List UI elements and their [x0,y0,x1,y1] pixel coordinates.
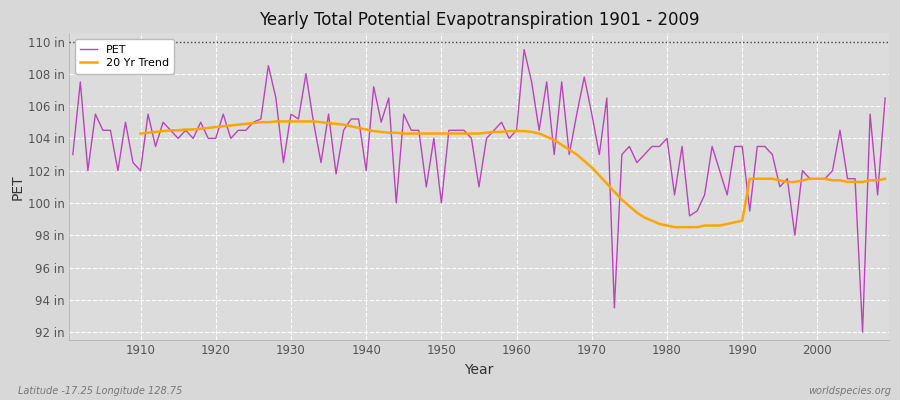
Line: 20 Yr Trend: 20 Yr Trend [140,122,885,227]
X-axis label: Year: Year [464,363,494,377]
20 Yr Trend [879,176,890,181]
PET [857,330,868,334]
20 Yr Trend [338,122,349,127]
20 Yr Trend [504,129,515,134]
PET [504,136,515,141]
20 Yr Trend [601,181,612,186]
PET [68,152,78,157]
PET [338,128,349,133]
Text: worldspecies.org: worldspecies.org [808,386,891,396]
20 Yr Trend [293,119,304,124]
PET [518,47,529,52]
20 Yr Trend [511,129,522,134]
Legend: PET, 20 Yr Trend: PET, 20 Yr Trend [75,39,175,74]
PET [293,117,304,122]
PET [879,96,890,100]
Line: PET: PET [73,50,885,332]
PET [609,306,620,310]
PET [511,128,522,133]
Y-axis label: PET: PET [11,174,25,200]
Text: Latitude -17.25 Longitude 128.75: Latitude -17.25 Longitude 128.75 [18,386,183,396]
PET [128,160,139,165]
Title: Yearly Total Potential Evapotranspiration 1901 - 2009: Yearly Total Potential Evapotranspiratio… [258,11,699,29]
